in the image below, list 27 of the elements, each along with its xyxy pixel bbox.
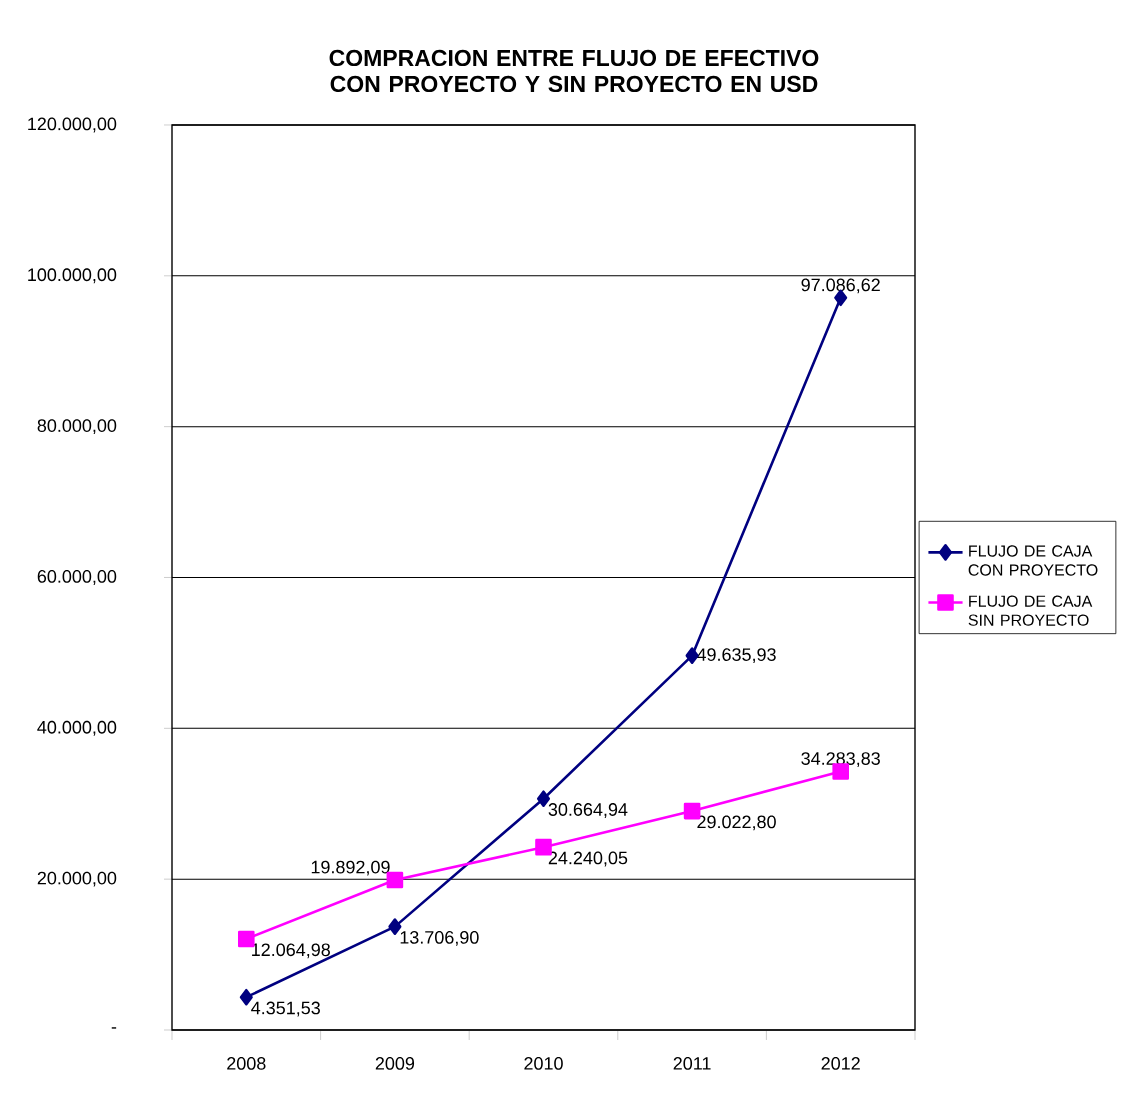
y-tick-label: - [111,1027,117,1029]
x-tick-label: 2012 [821,1057,860,1070]
data-label: 49.635,93 [696,648,776,664]
data-label: 19.892,09 [311,860,390,876]
data-label: 4.351,53 [251,1001,320,1017]
x-tick-label: 2011 [673,1057,711,1070]
x-tick-label: 2009 [375,1057,415,1070]
x-tick-label: 2008 [227,1057,266,1070]
data-label: 29.022,80 [697,815,776,831]
y-tick-label: 40.000,00 [37,720,117,736]
data-label: 97.086,62 [801,278,880,294]
data-label: 13.706,90 [400,931,479,946]
data-label: 34.283,83 [801,752,880,768]
data-label: 12.064,98 [252,943,330,959]
point [388,918,402,935]
point [239,988,253,1006]
data-label: 24.240,05 [548,851,628,867]
data-label: 30.664,94 [548,803,628,818]
y-tick-label: 20.000,00 [37,871,117,887]
x-tick-label: 2010 [524,1057,563,1070]
y-tick-label: 120.000,00 [28,117,117,133]
legend-label: FLUJO DE CAJA CON PROYECTO [968,545,1098,576]
chart-title: COMPRACION ENTRE FLUJO DE EFECTIVO CON PROYECTO Y SIN PROYECTO EN USD [329,49,819,93]
y-tick-label: 100.000,00 [28,268,117,284]
y-tick-label: 80.000,00 [37,419,117,435]
legend-label: FLUJO DE CAJA SIN PROYECTO [968,595,1093,626]
y-tick-label: 60.000,00 [37,570,117,585]
